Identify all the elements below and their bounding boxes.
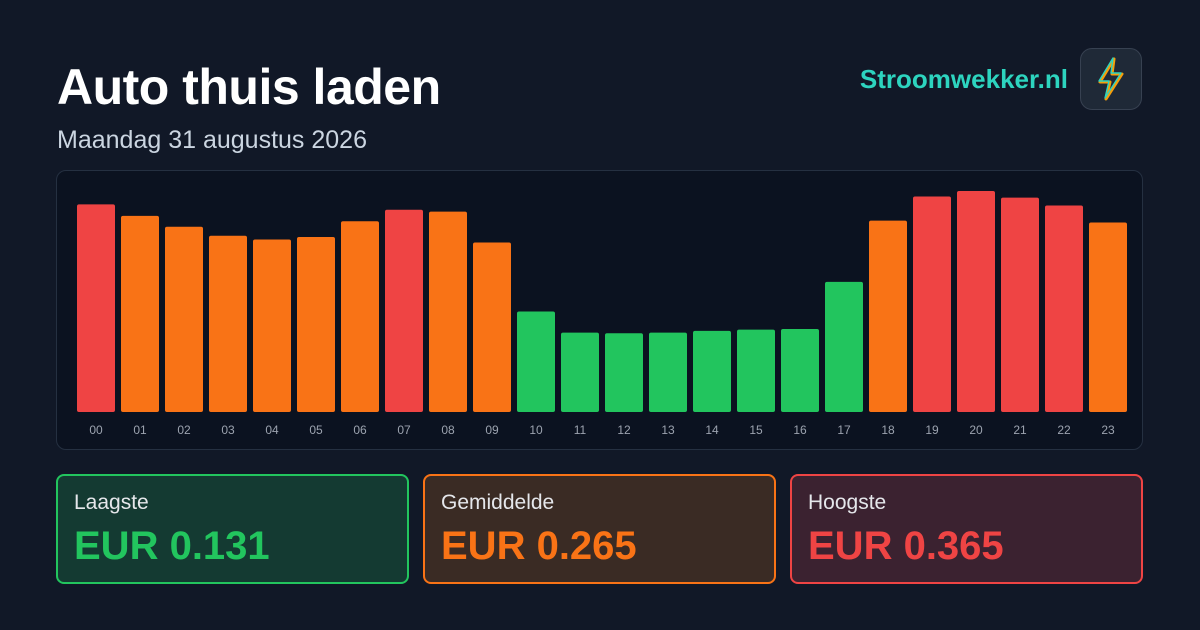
bar-hour-16 — [781, 329, 819, 412]
bar-hour-20 — [957, 191, 995, 412]
bar-hour-06 — [341, 221, 379, 412]
x-tick-label: 09 — [485, 423, 499, 437]
lightning-bolt-icon — [1098, 57, 1124, 101]
x-tick-label: 15 — [749, 423, 763, 437]
bar-hour-17 — [825, 281, 863, 412]
page-subtitle: Maandag 31 augustus 2026 — [57, 126, 367, 154]
bar-hour-00 — [77, 204, 115, 412]
x-tick-label: 02 — [177, 423, 191, 437]
x-tick-label: 03 — [221, 423, 235, 437]
x-tick-label: 08 — [441, 423, 455, 437]
highest-price-label: Hoogste — [808, 491, 887, 514]
x-tick-label: 12 — [617, 423, 631, 437]
x-tick-label: 14 — [705, 423, 719, 437]
bar-hour-05 — [297, 237, 335, 412]
x-tick-label: 17 — [837, 423, 851, 437]
bar-hour-03 — [209, 235, 247, 412]
bar-hour-11 — [561, 332, 599, 412]
highest-price-value: EUR 0.365 — [808, 524, 1004, 568]
lowest-price-value: EUR 0.131 — [74, 524, 270, 568]
page-title: Auto thuis laden — [57, 59, 441, 115]
x-tick-label: 19 — [925, 423, 939, 437]
x-tick-label: 04 — [265, 423, 279, 437]
bar-hour-10 — [517, 311, 555, 412]
bar-hour-02 — [165, 226, 203, 412]
bar-hour-19 — [913, 196, 951, 412]
x-tick-label: 20 — [969, 423, 983, 437]
bar-hour-18 — [869, 220, 907, 412]
x-tick-label: 18 — [881, 423, 895, 437]
x-tick-label: 23 — [1101, 423, 1115, 437]
lowest-price-label: Laagste — [74, 491, 149, 514]
x-tick-label: 06 — [353, 423, 367, 437]
bar-hour-23 — [1089, 222, 1127, 412]
price-bar-chart: 00 01 02 03 04 05 06 07 08 09 10 11 12 13 14 15 16 17 18 19… — [77, 191, 1127, 437]
bar-hour-09 — [473, 242, 511, 412]
bar-hour-21 — [1001, 197, 1039, 412]
x-tick-label: 00 — [89, 423, 103, 437]
x-tick-label: 07 — [397, 423, 411, 437]
x-tick-label: 22 — [1057, 423, 1071, 437]
bar-hour-14 — [693, 330, 731, 412]
bar-hour-07 — [385, 209, 423, 412]
brand-logo[interactable] — [1080, 48, 1142, 110]
average-price-label: Gemiddelde — [441, 491, 555, 514]
brand-name[interactable]: Stroomwekker.nl — [859, 64, 1068, 94]
x-tick-label: 16 — [793, 423, 807, 437]
bar-hour-12 — [605, 333, 643, 412]
x-tick-label: 13 — [661, 423, 675, 437]
x-tick-label: 21 — [1013, 423, 1027, 437]
bar-hour-01 — [121, 215, 159, 412]
lowest-price-card: Laagste EUR 0.131 — [56, 474, 409, 584]
x-tick-label: 01 — [133, 423, 147, 437]
bar-hour-13 — [649, 332, 687, 412]
x-tick-label: 05 — [309, 423, 323, 437]
bar-hour-15 — [737, 329, 775, 412]
x-tick-label: 10 — [529, 423, 543, 437]
highest-price-card: Hoogste EUR 0.365 — [790, 474, 1143, 584]
stats-cards: Laagste EUR 0.131 Gemiddelde EUR 0.265 H… — [56, 474, 1144, 584]
average-price-card: Gemiddelde EUR 0.265 — [423, 474, 776, 584]
average-price-value: EUR 0.265 — [441, 524, 637, 568]
bar-hour-22 — [1045, 205, 1083, 412]
x-tick-label: 11 — [574, 423, 587, 437]
bar-hour-08 — [429, 211, 467, 412]
price-chart-panel: 00 01 02 03 04 05 06 07 08 09 10 11 12 13 14 15 16 17 18 19… — [56, 170, 1143, 450]
bar-hour-04 — [253, 239, 291, 412]
